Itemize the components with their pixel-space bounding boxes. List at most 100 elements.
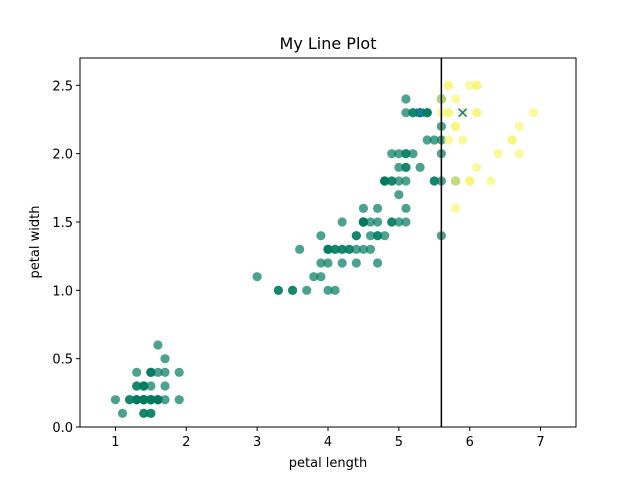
plot-area — [110, 58, 539, 427]
scatter-point — [394, 190, 404, 200]
x-tick-label: 6 — [466, 435, 474, 450]
y-tick-label: 2.0 — [52, 148, 73, 163]
scatter-point — [153, 367, 163, 377]
scatter-point — [429, 176, 439, 186]
scatter-point — [387, 149, 397, 159]
scatter-point — [337, 258, 347, 268]
scatter-point — [401, 162, 411, 172]
x-tick-label: 2 — [182, 435, 190, 450]
scatter-point — [507, 135, 517, 145]
scatter-point — [514, 121, 524, 131]
scatter-point — [174, 395, 184, 405]
scatter-point — [380, 176, 390, 186]
scatter-point — [401, 176, 411, 186]
y-tick-label: 1.5 — [52, 216, 73, 231]
scatter-point — [387, 176, 397, 186]
scatter-point — [344, 244, 354, 254]
scatter-point — [110, 395, 121, 405]
y-tick-label: 1.0 — [52, 284, 73, 299]
scatter-point — [394, 217, 404, 227]
scatter-point — [465, 80, 475, 90]
scatter-point — [472, 80, 482, 90]
y-axis-ticks: 0.0 0.5 1.0 1.5 2.0 2.5 — [52, 79, 80, 436]
scatter-point — [132, 367, 142, 377]
scatter-point — [401, 108, 411, 118]
scatter-point — [394, 149, 404, 159]
scatter-point — [365, 244, 376, 254]
scatter-point — [139, 395, 149, 405]
scatter-point — [450, 203, 461, 213]
scatter-point — [443, 80, 454, 90]
y-axis-label: petal width — [28, 206, 43, 279]
scatter-point — [401, 217, 411, 227]
scatter-point — [146, 395, 156, 405]
scatter-point — [330, 285, 340, 295]
scatter-point — [351, 231, 361, 241]
y-tick-label: 2.5 — [52, 79, 73, 94]
scatter-point — [146, 408, 156, 418]
scatter-point — [415, 162, 425, 172]
scatter-point — [160, 395, 170, 405]
scatter-point — [408, 108, 418, 118]
scatter-point — [422, 135, 432, 145]
scatter-point — [330, 244, 340, 254]
scatter-point — [472, 108, 482, 118]
scatter-point — [394, 162, 404, 172]
scatter-point — [160, 367, 170, 377]
scatter-point — [146, 381, 156, 391]
scatter-point — [365, 231, 376, 241]
scatter-point — [309, 272, 319, 282]
scatter-point — [316, 272, 326, 282]
scatter-point — [401, 94, 411, 104]
x-tick-label: 4 — [324, 435, 332, 450]
scatter-point — [422, 108, 432, 118]
scatter-point — [450, 176, 461, 186]
scatter-point — [117, 408, 128, 418]
scatter-point — [139, 408, 149, 418]
scatter-point — [373, 203, 383, 213]
x-tick-label: 5 — [395, 435, 403, 450]
scatter-point — [380, 231, 390, 241]
x-tick-label: 3 — [253, 435, 261, 450]
scatter-point — [302, 285, 312, 295]
scatter-point — [493, 149, 503, 159]
y-tick-label: 0.5 — [52, 353, 73, 368]
scatter-point — [323, 258, 333, 268]
x-tick-label: 7 — [536, 435, 544, 450]
scatter-point — [287, 285, 298, 295]
scatter-point — [323, 244, 333, 254]
scatter-point — [160, 381, 170, 391]
scatter-point — [373, 217, 383, 227]
scatter-point — [351, 258, 361, 268]
scatter-point — [153, 395, 163, 405]
scatter-point — [465, 176, 475, 186]
y-tick-label: 0.0 — [52, 421, 73, 436]
scatter-point — [443, 108, 454, 118]
x-axis-label: petal length — [289, 456, 368, 471]
x-tick-label: 1 — [111, 435, 119, 450]
scatter-point — [358, 217, 369, 227]
scatter-point — [337, 217, 347, 227]
scatter-point — [132, 381, 142, 391]
scatter-point — [528, 108, 539, 118]
scatter-point — [373, 258, 383, 268]
scatter-point — [401, 149, 411, 159]
scatter-point — [408, 149, 418, 159]
centroid-marker — [415, 108, 425, 118]
scatter-point — [373, 231, 383, 241]
scatter-point — [387, 217, 397, 227]
scatter-point — [316, 258, 326, 268]
scatter-point — [316, 231, 326, 241]
scatter-point — [132, 395, 142, 405]
scatter-point — [458, 135, 468, 145]
scatter-point — [365, 217, 376, 227]
scatter-point — [125, 395, 135, 405]
scatter-point — [295, 244, 305, 254]
scatter-point — [146, 367, 156, 377]
scatter-point — [153, 340, 163, 350]
scatter-point — [401, 203, 411, 213]
scatter-point — [273, 285, 283, 295]
scatter-point — [486, 176, 496, 186]
scatter-point — [358, 244, 369, 254]
scatter-point — [252, 272, 262, 282]
